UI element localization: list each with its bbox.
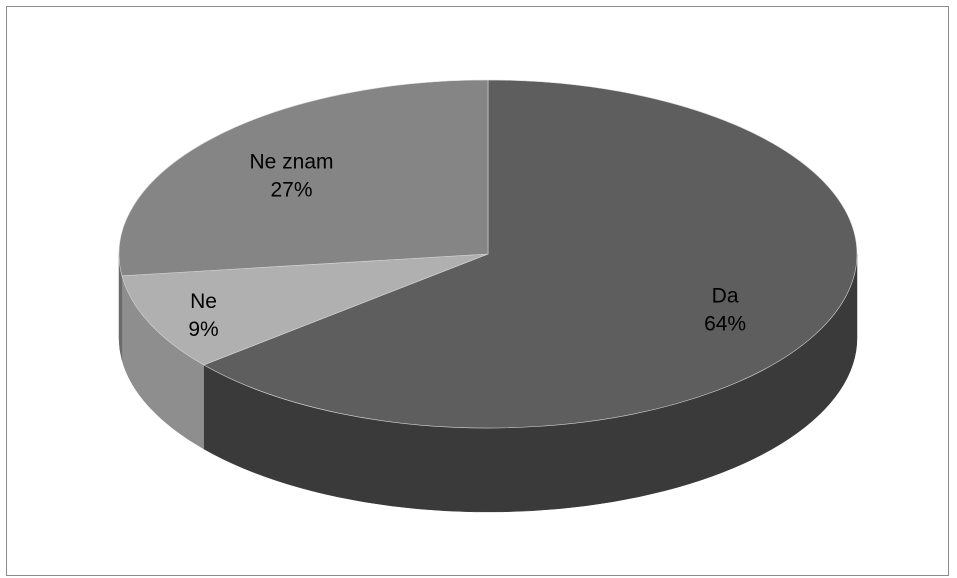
slice-label-ne: Ne 9% xyxy=(188,290,218,341)
slice-category-label: Da xyxy=(712,285,739,308)
pie-top-faces xyxy=(118,79,858,429)
slice-value-label: 9% xyxy=(188,318,218,341)
pie-labels: Da 64% Ne 9% Ne znam 27% xyxy=(188,150,746,341)
pie-slice-da xyxy=(202,79,858,429)
chart-area: Da 64% Ne 9% Ne znam 27% xyxy=(6,6,949,576)
slice-label-ne-znam: Ne znam 27% xyxy=(249,150,333,201)
slice-value-label: 64% xyxy=(704,313,746,336)
pie-chart: Da 64% Ne 9% Ne znam 27% xyxy=(118,79,858,513)
pie-slice-ne xyxy=(121,253,489,366)
slice-category-label: Ne xyxy=(190,290,217,313)
slice-value-label: 27% xyxy=(270,178,312,201)
slice-label-da: Da 64% xyxy=(704,285,746,336)
slice-category-label: Ne znam xyxy=(249,150,333,173)
pie-slice-ne-znam xyxy=(118,79,489,277)
